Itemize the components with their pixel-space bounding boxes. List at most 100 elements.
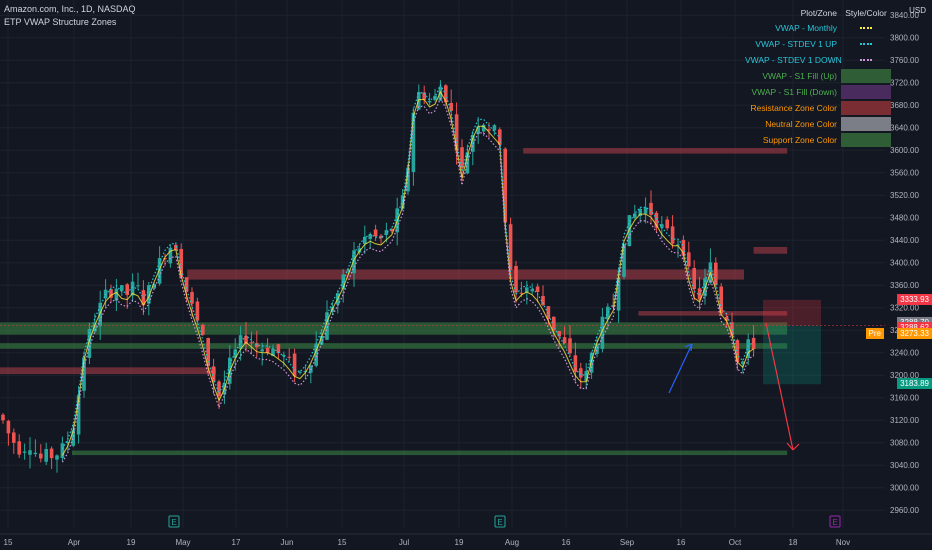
earnings-marker-label: E [497, 518, 502, 527]
stop-loss-box[interactable] [763, 299, 821, 326]
y-tick-label: 3240.00 [890, 349, 919, 358]
legend-row: Support Zone Color [745, 132, 895, 148]
line-style-swatch [860, 59, 872, 61]
resistance-zone [0, 367, 216, 375]
support-zone [0, 343, 788, 349]
line-style-swatch [860, 27, 872, 29]
structure-zones [0, 147, 788, 456]
color-swatch [841, 117, 891, 131]
x-tick-label: Oct [729, 538, 742, 547]
vwap-lines [61, 83, 754, 463]
currency-label[interactable]: USD [909, 6, 926, 15]
price-label: 3183.89 [897, 378, 932, 390]
legend-row: Neutral Zone Color [745, 116, 895, 132]
earnings-marker[interactable] [168, 515, 180, 528]
x-tick-label: 17 [232, 538, 241, 547]
price-axis[interactable]: 3840.00 3800.00 3760.00 3720.00 3680.00 3640.… [885, 0, 932, 550]
indicator-legend: Plot/Zone Style/Color VWAP - Monthly VWAP… [745, 6, 895, 148]
price-label: 3288.62 [897, 322, 932, 334]
earnings-marker[interactable] [829, 515, 841, 528]
y-tick-label: 3000.00 [890, 484, 919, 493]
y-tick-label: 3800.00 [890, 34, 919, 43]
support-zone [72, 450, 788, 456]
y-tick-label: 3760.00 [890, 56, 919, 65]
legend-row: VWAP - S1 Fill (Down) [745, 84, 895, 100]
price-label: 3273.33 [897, 327, 932, 339]
legend-row: Resistance Zone Color [745, 100, 895, 116]
y-tick-label: 3520.00 [890, 191, 919, 200]
legend-row-label: VWAP - STDEV 1 UP [755, 39, 837, 49]
y-tick-label: 2960.00 [890, 506, 919, 515]
resistance-zone [753, 246, 788, 254]
y-tick-label: 3360.00 [890, 281, 919, 290]
legend-row-label: Support Zone Color [762, 135, 837, 145]
legend-row: VWAP - Monthly [745, 20, 895, 36]
time-axis[interactable]: 15 Apr 19 May 17 Jun 15 Jul 19 Aug 16 Sep 16 Oct 18 Nov [0, 533, 932, 547]
position-projection[interactable] [0, 299, 885, 385]
x-tick-label: 18 [789, 538, 798, 547]
y-tick-label: 3080.00 [890, 439, 919, 448]
color-swatch [841, 133, 891, 147]
x-tick-label: Nov [836, 538, 850, 547]
resistance-zone [187, 269, 744, 280]
legend-row-label: VWAP - S1 Fill (Down) [751, 87, 838, 97]
candlesticks [1, 80, 756, 473]
color-swatch [841, 69, 891, 83]
y-tick-label: 3120.00 [890, 416, 919, 425]
x-tick-label: May [175, 538, 190, 547]
y-tick-label: 3640.00 [890, 124, 919, 133]
x-tick-label: 16 [677, 538, 686, 547]
indicator-name[interactable]: ETP VWAP Structure Zones [4, 17, 117, 27]
annotation-arrows [668, 322, 800, 451]
y-tick-label: 3560.00 [890, 169, 919, 178]
x-tick-label: Sep [620, 538, 635, 547]
symbol-title[interactable]: Amazon.com, Inc., 1D, NASDAQ [4, 4, 136, 14]
chart-grid [0, 0, 885, 528]
resistance-zone [638, 311, 788, 316]
support-zone [0, 322, 788, 335]
color-swatch [841, 85, 891, 99]
legend-row-label: VWAP - S1 Fill (Up) [762, 71, 837, 81]
y-tick-label: 3480.00 [890, 214, 919, 223]
legend-row: VWAP - STDEV 1 DOWN [745, 52, 895, 68]
x-tick-label: Aug [505, 538, 519, 547]
x-tick-label: 19 [455, 538, 464, 547]
x-tick-label: Jul [399, 538, 409, 547]
y-tick-label: 3680.00 [890, 101, 919, 110]
legend-row-label: VWAP - Monthly [775, 23, 837, 33]
x-tick-label: 16 [562, 538, 571, 547]
color-swatch [841, 101, 891, 115]
x-tick-label: 15 [4, 538, 13, 547]
earnings-marker-label: E [832, 518, 837, 527]
x-tick-label: 15 [338, 538, 347, 547]
y-tick-label: 3320.00 [890, 304, 919, 313]
legend-row: VWAP - S1 Fill (Up) [745, 68, 895, 84]
line-style-swatch [860, 43, 872, 45]
resistance-zone [523, 147, 788, 154]
y-tick-label: 3400.00 [890, 259, 919, 268]
y-tick-label: 3440.00 [890, 236, 919, 245]
price-label: 3333.93 [897, 293, 932, 305]
x-tick-label: 19 [127, 538, 136, 547]
x-tick-label: Jun [281, 538, 294, 547]
legend-row-label: VWAP - STDEV 1 DOWN [745, 55, 842, 65]
y-tick-label: 3200.00 [890, 371, 919, 380]
earnings-marker-label: E [171, 518, 176, 527]
earnings-marker[interactable] [494, 515, 506, 528]
legend-row-label: Neutral Zone Color [765, 119, 837, 129]
legend-row-label: Resistance Zone Color [750, 103, 837, 113]
take-profit-box[interactable] [763, 325, 821, 385]
y-tick-label: 3600.00 [890, 146, 919, 155]
y-tick-label: 3040.00 [890, 461, 919, 470]
down-arrow [765, 322, 794, 451]
y-tick-label: 3720.00 [890, 79, 919, 88]
legend-col-plot: Plot/Zone [800, 8, 837, 18]
legend-col-style: Style/Color [845, 8, 887, 18]
pre-market-badge: Pre [865, 327, 884, 339]
legend-row: VWAP - STDEV 1 UP [745, 36, 895, 52]
x-tick-label: Apr [68, 538, 81, 547]
y-tick-label: 3160.00 [890, 394, 919, 403]
y-tick-label: 3840.00 [890, 11, 919, 20]
